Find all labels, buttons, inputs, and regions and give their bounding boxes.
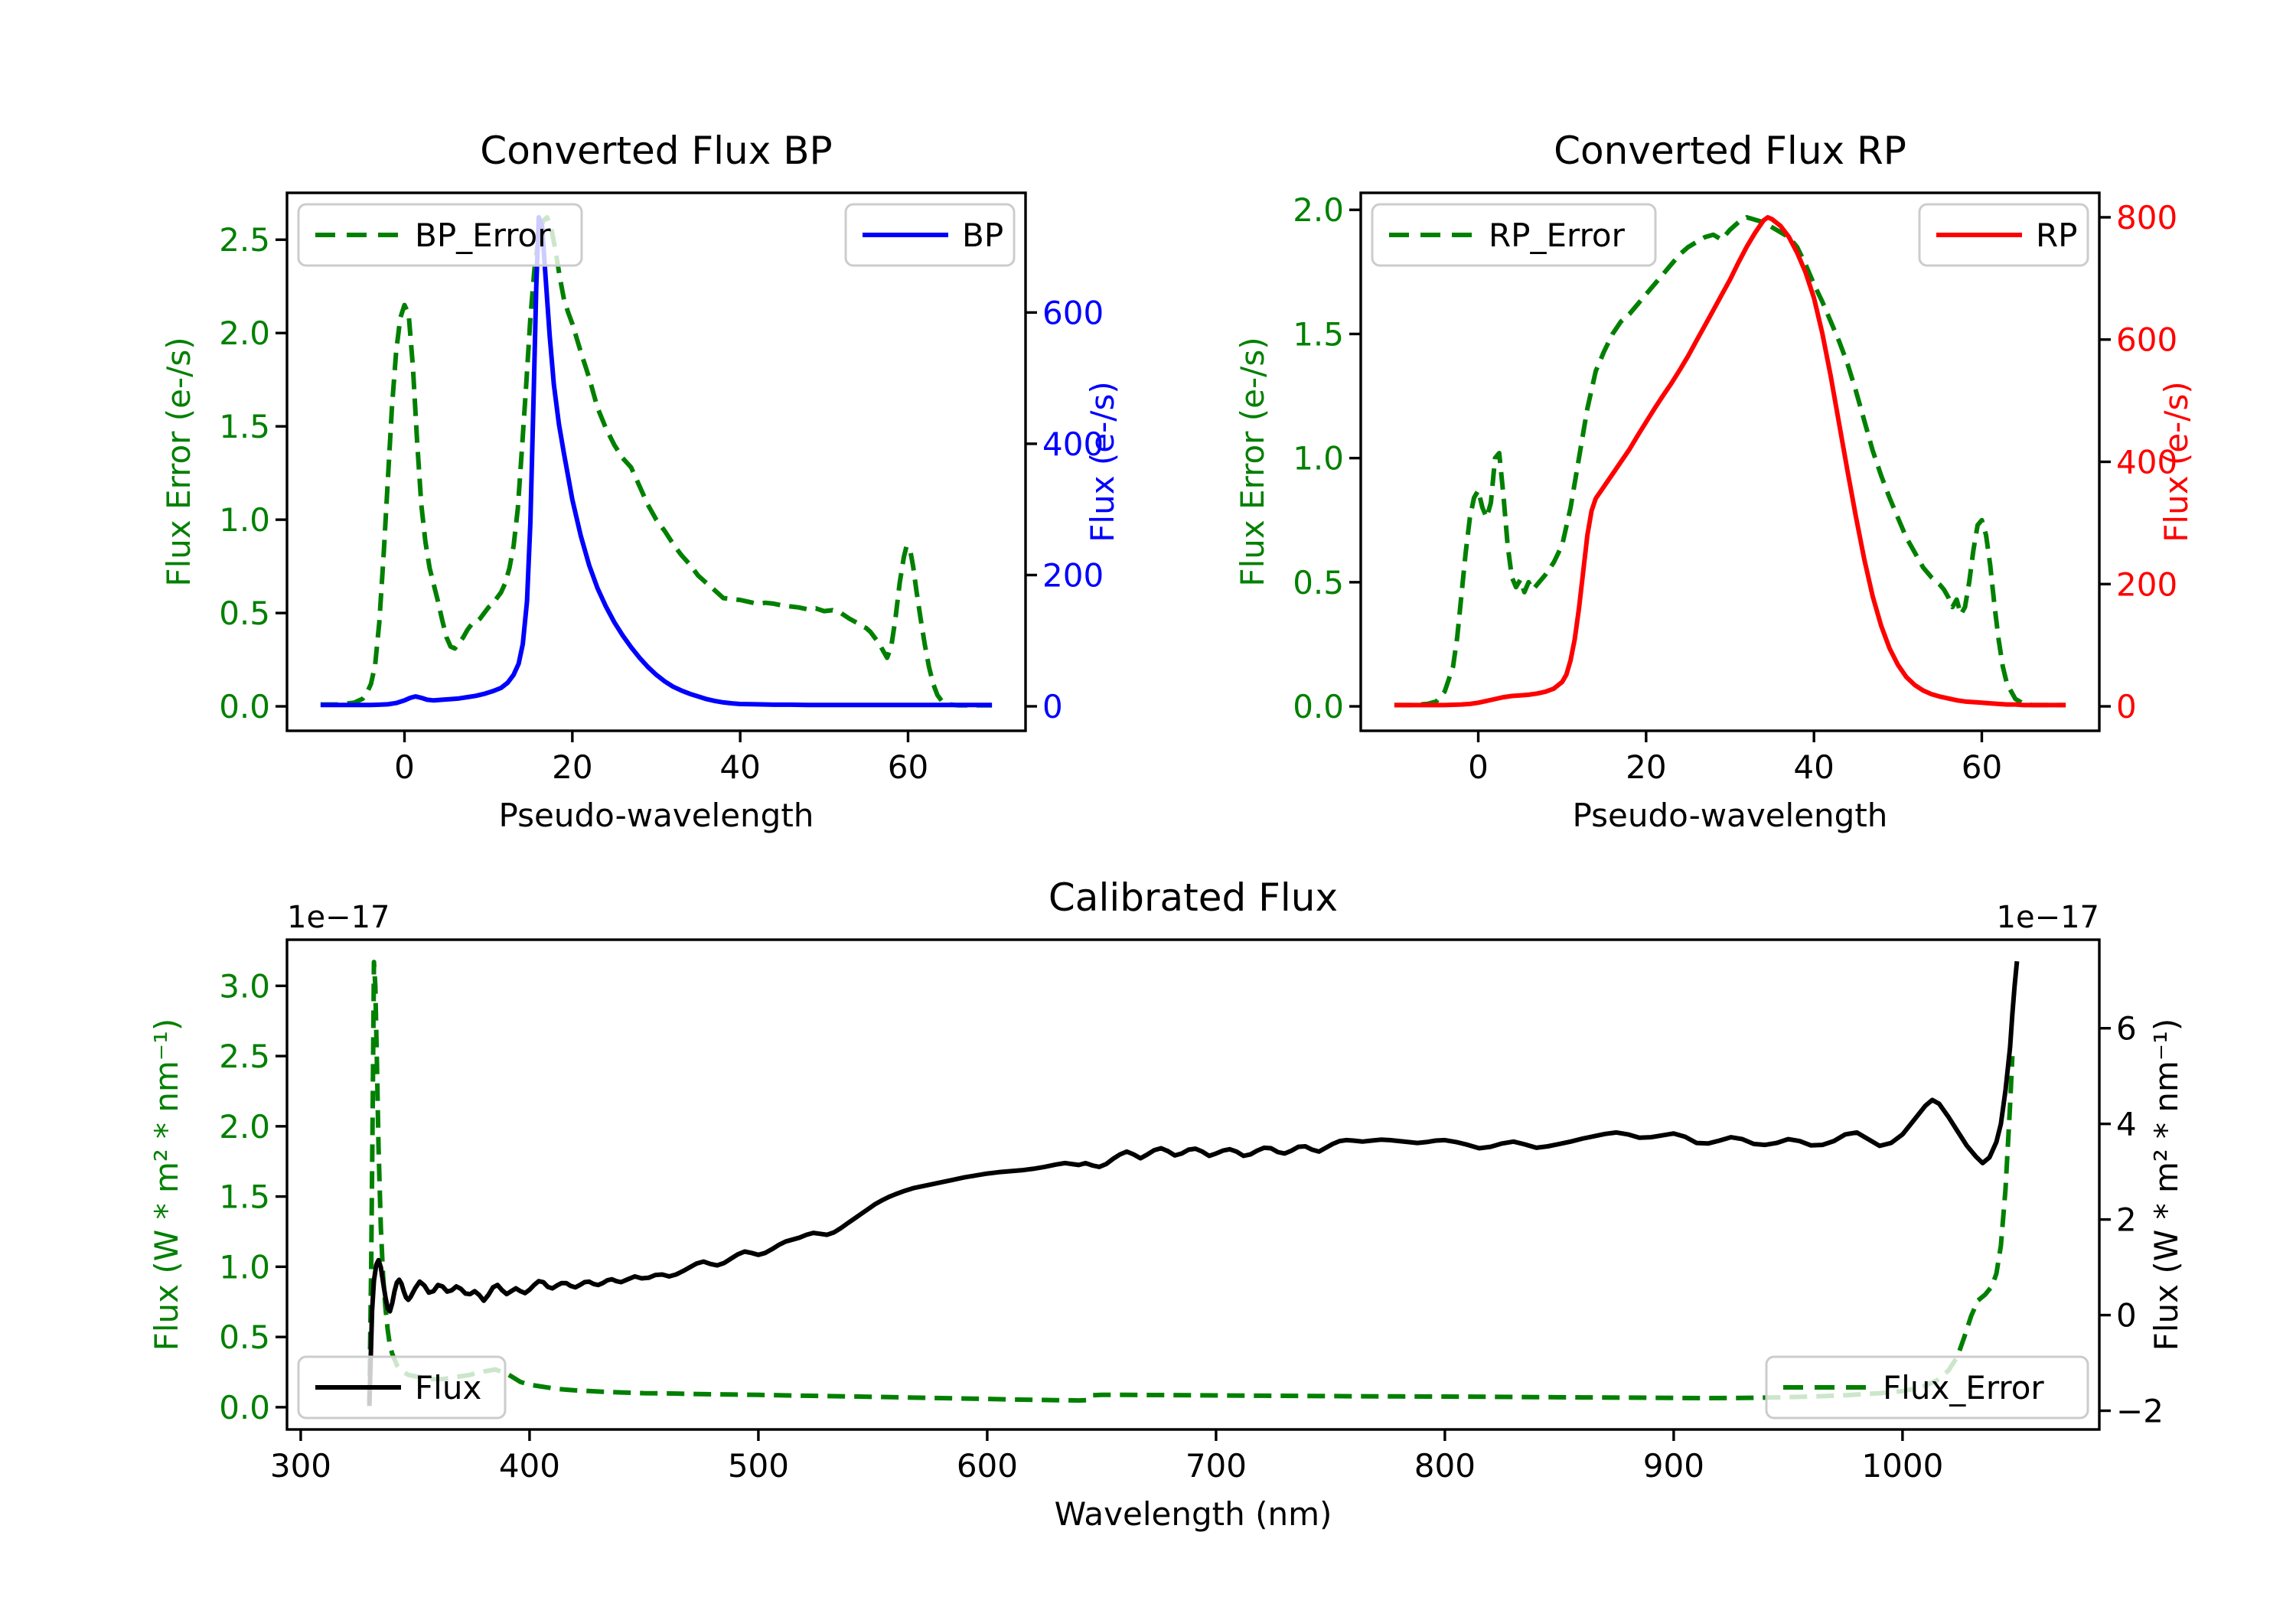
cal-left-ytick-label: 3.0 bbox=[219, 967, 270, 1005]
rp-left-ytick-label: 2.0 bbox=[1293, 191, 1344, 229]
rp-legend-RP_Error: RP_Error bbox=[1371, 203, 1657, 267]
rp-xtick-label: 20 bbox=[1626, 748, 1666, 786]
cal-left-ytick-label: 0.5 bbox=[219, 1319, 270, 1356]
rp-right-ytick-label: 0 bbox=[2116, 688, 2137, 725]
bp-legend-BP: BP bbox=[844, 203, 1016, 267]
bp-left-ytick-label: 2.5 bbox=[219, 221, 270, 259]
bp-left-ytick-label: 2.0 bbox=[219, 315, 270, 352]
bp-right-ytick-label: 600 bbox=[1042, 294, 1104, 331]
rp-xtick-label: 40 bbox=[1793, 748, 1834, 786]
cal-xtick-label: 600 bbox=[957, 1447, 1018, 1485]
rp-axes-frame bbox=[1359, 191, 2101, 732]
cal-xtick-label: 800 bbox=[1414, 1447, 1476, 1485]
cal-series-Flux bbox=[367, 960, 2020, 1407]
cal-xtick-label: 900 bbox=[1643, 1447, 1704, 1485]
bp-legend-label: BP_Error bbox=[415, 217, 551, 254]
cal-offset-text-right: 1e−17 bbox=[1997, 900, 2099, 935]
bp-axes-frame bbox=[285, 191, 1027, 732]
cal-right-ytick-label: 6 bbox=[2116, 1010, 2137, 1048]
cal-legend-box bbox=[297, 1355, 507, 1420]
rp-legend-RP: RP bbox=[1918, 203, 2089, 267]
cal-xtick-label: 1000 bbox=[1861, 1447, 1943, 1485]
bp-series-BP bbox=[320, 215, 993, 708]
bp-left-yaxis-label: Flux Error (e-/s) bbox=[160, 337, 197, 586]
bp-legend-box bbox=[297, 203, 583, 267]
bp-left-ytick-label: 0.0 bbox=[219, 688, 270, 725]
chart-rp: 0 20 40 60 Pseudo-wavelength 0.0 0.5 1.0 1.5 2.0 F… bbox=[1234, 129, 2195, 834]
cal-right-ytick-label: −2 bbox=[2116, 1393, 2164, 1430]
bp-left-ytick-label: 1.0 bbox=[219, 501, 270, 539]
rp-left-ytick-label: 0.0 bbox=[1293, 688, 1344, 725]
cal-xtick-label: 400 bbox=[499, 1447, 560, 1485]
bp-legend-BP_Error: BP_Error bbox=[297, 203, 583, 267]
rp-left-ytick-label: 1.0 bbox=[1293, 440, 1344, 478]
rp-left-ytick-label: 0.5 bbox=[1293, 564, 1344, 601]
rp-xtick-label: 60 bbox=[1962, 748, 2002, 786]
cal-legend-box bbox=[1765, 1355, 2089, 1420]
rp-legend-label: RP bbox=[2036, 217, 2078, 254]
bp-legend-label: BP bbox=[962, 217, 1003, 254]
bp-title: Converted Flux BP bbox=[480, 129, 832, 173]
bp-xtick-label: 60 bbox=[888, 748, 928, 786]
cal-legend-Flux: Flux bbox=[297, 1355, 507, 1420]
cal-legend-Flux_Error: Flux_Error bbox=[1765, 1355, 2089, 1420]
bp-left-ytick-label: 0.5 bbox=[219, 595, 270, 632]
rp-xtick-label: 0 bbox=[1468, 748, 1489, 786]
cal-right-ytick-label: 2 bbox=[2116, 1201, 2137, 1239]
cal-left-ytick-label: 2.0 bbox=[219, 1108, 270, 1146]
cal-axes-frame bbox=[285, 938, 2101, 1431]
rp-legend-box bbox=[1371, 203, 1657, 267]
rp-right-ytick-label: 200 bbox=[2116, 566, 2177, 603]
rp-title: Converted Flux RP bbox=[1554, 129, 1906, 173]
rp-series-RP bbox=[1394, 215, 2066, 708]
cal-right-ytick-label: 4 bbox=[2116, 1106, 2137, 1143]
cal-xtick-label: 700 bbox=[1186, 1447, 1247, 1485]
bp-right-ytick-label: 400 bbox=[1042, 425, 1104, 463]
rp-left-yaxis-label: Flux Error (e-/s) bbox=[1234, 337, 1271, 586]
cal-left-yaxis-label: Flux (W * m² * nm⁻¹) bbox=[148, 1019, 185, 1351]
cal-title: Calibrated Flux bbox=[1049, 875, 1338, 920]
cal-left-ytick-label: 2.5 bbox=[219, 1038, 270, 1075]
cal-legend-label: Flux bbox=[415, 1369, 481, 1407]
bp-right-ytick-label: 200 bbox=[1042, 556, 1104, 594]
cal-left-ytick-label: 1.5 bbox=[219, 1178, 270, 1216]
cal-right-ytick-label: 0 bbox=[2116, 1297, 2137, 1335]
cal-xtick-label: 300 bbox=[270, 1447, 331, 1485]
cal-left-ytick-label: 1.0 bbox=[219, 1248, 270, 1286]
cal-series-Flux_Error bbox=[367, 960, 2015, 1403]
bp-xtick-label: 0 bbox=[394, 748, 415, 786]
bp-xtick-label: 40 bbox=[719, 748, 760, 786]
rp-legend-label: RP_Error bbox=[1489, 217, 1626, 254]
bp-left-ytick-label: 1.5 bbox=[219, 408, 270, 445]
cal-offset-text-left: 1e−17 bbox=[287, 900, 390, 935]
rp-series-RP_Error bbox=[1394, 215, 2066, 708]
rp-right-yaxis-label: Flux (e-/s) bbox=[2157, 381, 2195, 542]
cal-left-ytick-label: 0.0 bbox=[219, 1389, 270, 1426]
rp-xaxis-label: Pseudo-wavelength bbox=[1573, 797, 1888, 834]
bp-series-BP_Error bbox=[320, 215, 993, 708]
rp-left-ytick-label: 1.5 bbox=[1293, 315, 1344, 353]
bp-right-yaxis-label: Flux (e-/s) bbox=[1084, 381, 1121, 542]
chart-cal: 300 400 500 600 700 800 900 1000 Wavelength (nm)… bbox=[148, 875, 2185, 1533]
cal-right-yaxis-label: Flux (W * m² * nm⁻¹) bbox=[2148, 1019, 2185, 1351]
rp-right-ytick-label: 400 bbox=[2116, 444, 2177, 481]
rp-right-ytick-label: 800 bbox=[2116, 199, 2177, 236]
cal-xtick-label: 500 bbox=[728, 1447, 789, 1485]
cal-xaxis-label: Wavelength (nm) bbox=[1055, 1495, 1332, 1533]
bp-right-ytick-label: 0 bbox=[1042, 688, 1063, 725]
cal-legend-label: Flux_Error bbox=[1883, 1369, 2044, 1407]
rp-right-ytick-label: 600 bbox=[2116, 321, 2177, 359]
bp-xtick-label: 20 bbox=[552, 748, 592, 786]
bp-xaxis-label: Pseudo-wavelength bbox=[499, 797, 814, 834]
chart-bp: 0 20 40 60 Pseudo-wavelength 0.0 0.5 1.0 1.5 2.0 2… bbox=[160, 129, 1121, 834]
